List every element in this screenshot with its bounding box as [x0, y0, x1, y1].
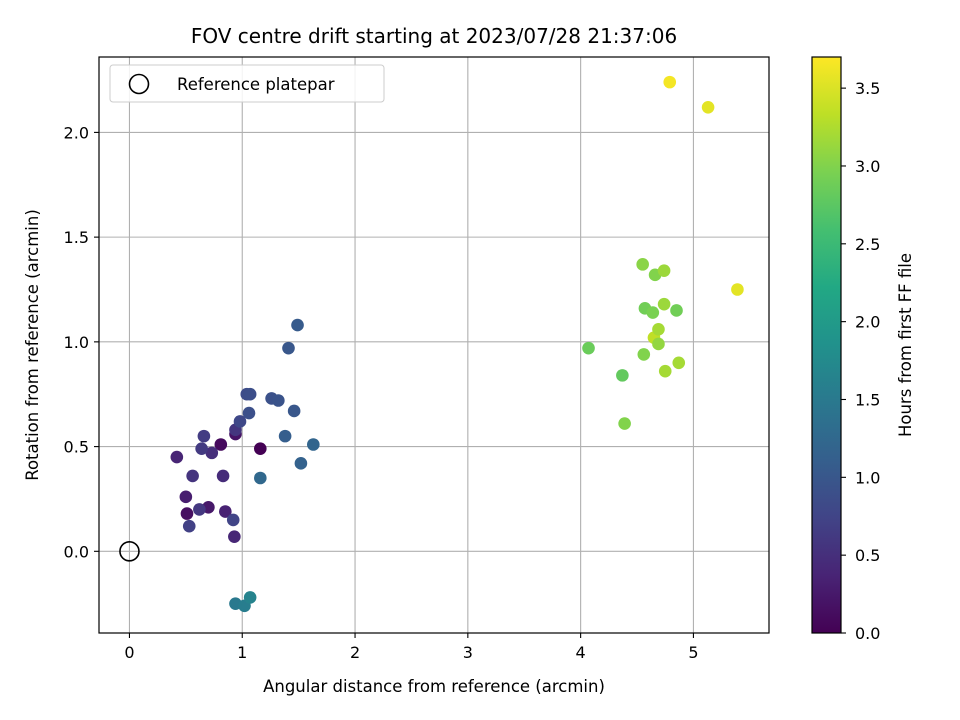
- colorbar-label: Hours from first FF file: [896, 253, 915, 437]
- data-point: [253, 442, 267, 455]
- data-point: [243, 387, 257, 401]
- data-point: [205, 446, 219, 460]
- colorbar-ticks: 0.0 0.5 1.0 1.5 2.0 2.5 3.0 3.5: [841, 79, 880, 643]
- data-point: [272, 394, 285, 407]
- data-point: [637, 348, 651, 361]
- data-point: [701, 100, 715, 114]
- data-point: [672, 356, 686, 370]
- data-point: [618, 417, 631, 430]
- data-point: [636, 258, 649, 271]
- data-point: [616, 369, 629, 382]
- plot-background: [99, 57, 769, 633]
- x-axis-ticks: 0 1 2 3 4 5: [124, 633, 699, 662]
- y-tick-label: 1.0: [64, 333, 89, 352]
- y-tick-label: 0.5: [64, 438, 89, 457]
- data-point: [657, 297, 671, 311]
- data-point: [214, 438, 228, 451]
- data-point: [242, 406, 256, 420]
- data-point: [228, 530, 241, 543]
- data-point: [287, 404, 301, 418]
- data-point: [180, 507, 194, 520]
- chart-title: FOV centre drift starting at 2023/07/28 …: [191, 24, 677, 48]
- colorbar: 0.0 0.5 1.0 1.5 2.0 2.5 3.0 3.5 Hours from firs…: [811, 56, 915, 643]
- x-axis-label: Angular distance from reference (arcmin): [263, 677, 605, 696]
- data-point: [182, 519, 196, 533]
- data-point: [652, 322, 665, 336]
- reference-platepar-marker: [119, 541, 140, 562]
- data-point: [243, 591, 257, 604]
- data-point: [657, 264, 671, 277]
- data-points: [170, 75, 744, 613]
- x-tick-label: 3: [463, 643, 473, 662]
- data-point: [253, 471, 267, 485]
- colorbar-tick-label: 0.0: [855, 624, 880, 643]
- colorbar-tick-label: 3.0: [855, 157, 880, 176]
- data-point: [652, 337, 665, 351]
- data-point: [186, 469, 199, 483]
- y-tick-label: 2.0: [64, 123, 89, 142]
- data-point: [278, 429, 292, 443]
- x-tick-label: 2: [350, 643, 360, 662]
- data-point: [731, 283, 744, 296]
- x-tick-label: 5: [688, 643, 698, 662]
- colorbar-tick-label: 2.5: [855, 235, 880, 254]
- data-point: [197, 429, 211, 443]
- data-point: [307, 438, 320, 451]
- colorbar-tick-label: 2.0: [855, 313, 880, 332]
- data-point: [193, 503, 206, 516]
- colorbar-tick-label: 1.0: [855, 468, 880, 487]
- legend-marker-icon: [128, 73, 150, 95]
- data-point: [170, 450, 184, 464]
- data-point: [582, 341, 595, 355]
- colorbar-tick-label: 1.5: [855, 390, 880, 409]
- y-axis-ticks: 0.0 0.5 1.0 1.5 2.0: [64, 123, 99, 561]
- colorbar-tick-label: 0.5: [855, 546, 880, 565]
- data-point: [658, 364, 672, 378]
- plot-frame: [98, 56, 770, 634]
- data-point: [233, 415, 247, 428]
- data-point: [226, 513, 240, 527]
- data-point: [195, 442, 208, 455]
- y-tick-label: 0.0: [64, 542, 89, 561]
- data-point: [291, 318, 304, 332]
- data-point: [282, 341, 295, 355]
- x-tick-label: 0: [124, 643, 134, 662]
- y-axis-label: Rotation from reference (arcmin): [23, 209, 42, 481]
- x-tick-label: 4: [576, 643, 586, 662]
- y-tick-label: 1.5: [64, 228, 89, 247]
- x-tick-label: 1: [237, 643, 247, 662]
- legend-entry-reference: Reference platepar: [177, 75, 335, 94]
- data-point: [646, 306, 660, 319]
- colorbar-gradient: [811, 56, 842, 634]
- data-point: [179, 490, 193, 504]
- data-point: [663, 75, 677, 89]
- plot-area: 0 1 2 3 4 5 0.0 0.5 1.0 1.5 2.0 Reference platepa…: [64, 56, 770, 662]
- legend-box: [109, 64, 385, 103]
- legend: Reference platepar: [109, 64, 385, 103]
- data-point: [670, 304, 683, 317]
- colorbar-tick-label: 3.5: [855, 79, 880, 98]
- data-point: [294, 457, 308, 470]
- data-point: [216, 469, 230, 483]
- grid-lines: [99, 57, 769, 633]
- data-point: [219, 505, 232, 518]
